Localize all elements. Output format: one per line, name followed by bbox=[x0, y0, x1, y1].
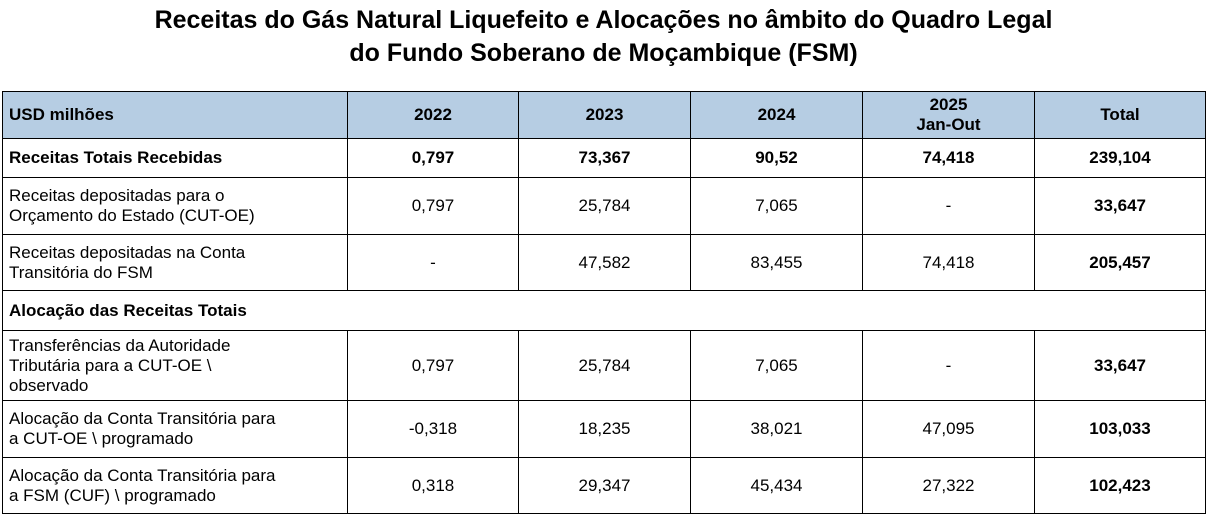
cell-2024: 90,52 bbox=[690, 138, 863, 178]
row-label-line-1: Alocação da Conta Transitória para bbox=[9, 465, 276, 485]
row-label: Alocação da Conta Transitória para a CUT… bbox=[2, 400, 348, 458]
row-label-line-2: Tributária para a CUT-OE \ bbox=[9, 355, 212, 375]
cell-2022: 0,797 bbox=[347, 330, 519, 401]
cell-2023: 29,347 bbox=[518, 457, 691, 514]
cell-total: 33,647 bbox=[1034, 330, 1206, 401]
table-row-receitas-cut-oe: Receitas depositadas para o Orçamento do… bbox=[2, 177, 1206, 235]
row-label: Receitas Totais Recebidas bbox=[2, 138, 348, 178]
cell-2024: 7,065 bbox=[690, 177, 863, 235]
cell-2022: 0,318 bbox=[347, 457, 519, 514]
cell-2025: 47,095 bbox=[862, 400, 1035, 458]
header-2024: 2024 bbox=[690, 91, 863, 139]
cell-2023: 73,367 bbox=[518, 138, 691, 178]
cell-2023: 47,582 bbox=[518, 234, 691, 291]
cell-total: 102,423 bbox=[1034, 457, 1206, 514]
row-label-line-2: Orçamento do Estado (CUT-OE) bbox=[9, 206, 255, 225]
cell-2025: - bbox=[862, 177, 1035, 235]
row-label: Transferências da Autoridade Tributária … bbox=[2, 330, 348, 401]
page-title: Receitas do Gás Natural Liquefeito e Alo… bbox=[0, 4, 1207, 70]
cell-2025: 27,322 bbox=[862, 457, 1035, 514]
row-label: Receitas depositadas para o Orçamento do… bbox=[2, 177, 348, 235]
table-row-receitas-transitoria: Receitas depositadas na Conta Transitóri… bbox=[2, 234, 1206, 291]
cell-2022: 0,797 bbox=[347, 138, 519, 178]
row-label-line-2: a FSM (CUF) \ programado bbox=[9, 485, 216, 505]
header-2025-year: 2025 bbox=[929, 95, 968, 114]
table-row-transferencias-at: Transferências da Autoridade Tributária … bbox=[2, 330, 1206, 401]
row-label-line-2: a CUT-OE \ programado bbox=[9, 429, 194, 448]
cell-2025: - bbox=[862, 330, 1035, 401]
cell-2024: 83,455 bbox=[690, 234, 863, 291]
cell-2023: 25,784 bbox=[518, 177, 691, 235]
row-label: Alocação da Conta Transitória para a FSM… bbox=[2, 457, 348, 514]
header-total: Total bbox=[1034, 91, 1206, 139]
header-2023: 2023 bbox=[518, 91, 691, 139]
row-label-line-2: Transitória do FSM bbox=[9, 262, 153, 282]
header-2025-period: Jan-Out bbox=[916, 115, 981, 134]
header-2025: 2025 Jan-Out bbox=[862, 91, 1035, 139]
cell-total: 103,033 bbox=[1034, 400, 1206, 458]
table-row-alocacao-cut-oe: Alocação da Conta Transitória para a CUT… bbox=[2, 400, 1206, 458]
section-label: Alocação das Receitas Totais bbox=[2, 290, 1206, 331]
table-row-receitas-totais: Receitas Totais Recebidas 0,797 73,367 9… bbox=[2, 138, 1206, 178]
cell-2024: 7,065 bbox=[690, 330, 863, 401]
header-2022: 2022 bbox=[347, 91, 519, 139]
cell-total: 33,647 bbox=[1034, 177, 1206, 235]
cell-2022: - bbox=[347, 234, 519, 291]
cell-2022: 0,797 bbox=[347, 177, 519, 235]
cell-2022: -0,318 bbox=[347, 400, 519, 458]
cell-2025: 74,418 bbox=[862, 234, 1035, 291]
table-section-alocacao: Alocação das Receitas Totais bbox=[2, 290, 1206, 331]
cell-2024: 38,021 bbox=[690, 400, 863, 458]
cell-total: 205,457 bbox=[1034, 234, 1206, 291]
cell-2023: 18,235 bbox=[518, 400, 691, 458]
cell-2025: 74,418 bbox=[862, 138, 1035, 178]
cell-total: 239,104 bbox=[1034, 138, 1206, 178]
row-label-line-1: Alocação da Conta Transitória para bbox=[9, 409, 276, 428]
cell-2023: 25,784 bbox=[518, 330, 691, 401]
row-label-line-1: Receitas depositadas na Conta bbox=[9, 242, 246, 262]
header-unit: USD milhões bbox=[2, 91, 348, 139]
title-line-2: do Fundo Soberano de Moçambique (FSM) bbox=[349, 39, 858, 67]
row-label-line-1: Receitas depositadas para o bbox=[9, 186, 225, 205]
row-label-line-1: Transferências da Autoridade bbox=[9, 335, 231, 355]
cell-2024: 45,434 bbox=[690, 457, 863, 514]
title-line-1: Receitas do Gás Natural Liquefeito e Alo… bbox=[154, 6, 1053, 34]
table-row-alocacao-fsm: Alocação da Conta Transitória para a FSM… bbox=[2, 457, 1206, 514]
row-label-line-3: observado bbox=[9, 375, 89, 395]
table-header-row: USD milhões 2022 2023 2024 2025 Jan-Out … bbox=[2, 91, 1206, 139]
row-label: Receitas depositadas na Conta Transitóri… bbox=[2, 234, 348, 291]
revenue-table: USD milhões 2022 2023 2024 2025 Jan-Out … bbox=[2, 91, 1206, 514]
